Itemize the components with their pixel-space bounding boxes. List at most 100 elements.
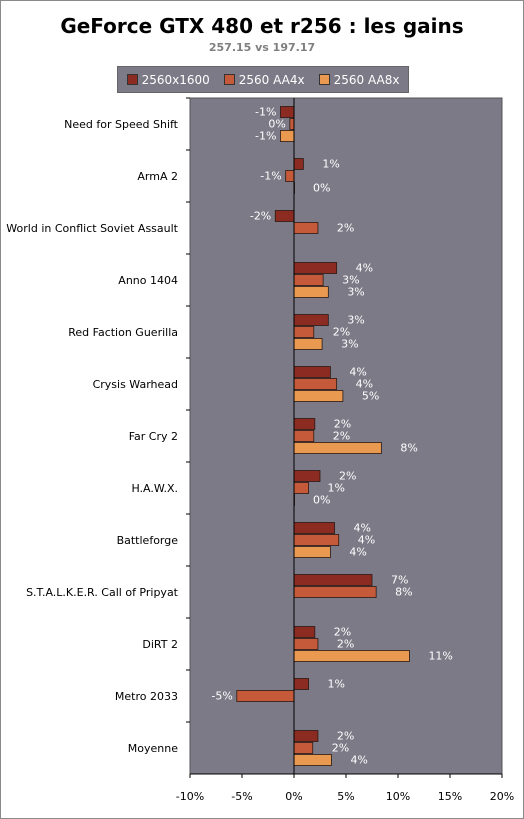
data-label: 0%	[313, 182, 330, 195]
data-label: 4%	[349, 546, 366, 559]
bar-2560-aa8x	[293, 286, 329, 298]
data-label: 3%	[342, 274, 359, 287]
data-label: 3%	[341, 338, 358, 351]
bar-2560-aa8x	[293, 390, 344, 402]
data-label: 2%	[337, 730, 354, 743]
legend-swatch	[223, 74, 235, 85]
category-label: Need for Speed Shift	[64, 118, 179, 131]
legend-item-2560-aa4x: 2560 AA4x	[223, 72, 305, 87]
data-label: 2%	[334, 418, 351, 431]
x-tick-label: 0%	[285, 790, 302, 803]
data-label: 11%	[428, 650, 452, 663]
data-label: 3%	[347, 286, 364, 299]
data-label: 3%	[347, 314, 364, 327]
data-label: 8%	[395, 586, 412, 599]
data-label: 2%	[333, 326, 350, 339]
legend-swatch	[126, 74, 138, 85]
legend-label: 2560 AA8x	[333, 72, 400, 87]
x-tick-label: -5%	[231, 790, 252, 803]
bar-2560-aa8x	[293, 442, 382, 454]
x-tick-label: 15%	[438, 790, 462, 803]
bar-2560-aa4x	[293, 222, 319, 234]
bar-2560-aa4x	[285, 170, 295, 182]
category-label: DiRT 2	[142, 638, 178, 651]
data-label: -2%	[250, 210, 271, 223]
bar-2560x1600	[293, 262, 338, 274]
bar-2560-aa8x	[293, 650, 410, 662]
bar-2560-aa8x	[280, 130, 295, 142]
bar-2560-aa4x	[293, 274, 324, 286]
bar-2560-aa4x	[293, 430, 315, 442]
bar-2560-aa4x	[236, 690, 295, 702]
category-label: S.T.A.L.K.E.R. Call of Pripyat	[26, 586, 179, 599]
x-tick-label: 5%	[337, 790, 354, 803]
bar-2560x1600	[293, 574, 373, 586]
data-label: 1%	[328, 678, 345, 691]
category-label: Anno 1404	[118, 274, 178, 287]
data-label: 0%	[313, 494, 330, 507]
category-label: Crysis Warhead	[93, 378, 178, 391]
bar-2560x1600	[293, 678, 309, 690]
legend-label: 2560x1600	[141, 72, 210, 87]
x-tick-label: 10%	[386, 790, 410, 803]
data-label: -1%	[260, 170, 281, 183]
data-label: 4%	[354, 522, 371, 535]
bar-2560-aa8x	[293, 546, 331, 558]
bar-2560x1600	[280, 106, 295, 118]
data-label: -5%	[211, 690, 232, 703]
bar-2560x1600	[293, 470, 321, 482]
data-label: 4%	[349, 366, 366, 379]
bar-2560x1600	[293, 522, 335, 534]
bar-2560x1600	[293, 158, 304, 170]
data-label: 2%	[337, 222, 354, 235]
category-label: World in Conflict Soviet Assault	[6, 222, 178, 235]
bar-2560x1600	[293, 418, 316, 430]
data-label: 2%	[337, 638, 354, 651]
bar-2560-aa8x	[293, 338, 323, 350]
data-label: 0%	[268, 118, 285, 131]
chart-title: GeForce GTX 480 et r256 : les gains	[60, 14, 464, 38]
bar-2560x1600	[293, 314, 329, 326]
legend-item-2560x1600: 2560x1600	[126, 72, 210, 87]
data-label: 5%	[362, 390, 379, 403]
bar-2560-aa4x	[293, 638, 319, 650]
data-label: 4%	[350, 754, 367, 767]
data-label: 4%	[358, 534, 375, 547]
category-label: Moyenne	[128, 742, 178, 755]
legend-label: 2560 AA4x	[238, 72, 305, 87]
data-label: 2%	[333, 430, 350, 443]
data-label: -1%	[255, 106, 276, 119]
bar-2560x1600	[274, 210, 295, 222]
bar-2560-aa4x	[293, 482, 309, 494]
bar-2560-aa4x	[289, 118, 295, 130]
legend-item-2560-aa8x: 2560 AA8x	[318, 72, 400, 87]
bar-2560-aa4x	[293, 534, 340, 546]
data-label: 2%	[332, 742, 349, 755]
category-label: Far Cry 2	[129, 430, 178, 443]
data-label: 2%	[334, 626, 351, 639]
x-tick-label: 20%	[490, 790, 514, 803]
legend-swatch	[318, 74, 330, 85]
chart-subtitle: 257.15 vs 197.17	[208, 41, 316, 54]
data-label: 4%	[356, 262, 373, 275]
data-label: -1%	[255, 130, 276, 143]
bar-2560x1600	[293, 730, 319, 742]
bar-2560-aa4x	[293, 378, 338, 390]
data-label: 7%	[391, 574, 408, 587]
data-label: 1%	[328, 482, 345, 495]
data-label: 4%	[356, 378, 373, 391]
bar-2560-aa4x	[293, 742, 314, 754]
data-label: 2%	[339, 470, 356, 483]
category-label: H.A.W.X.	[131, 482, 178, 495]
legend: 2560x1600 2560 AA4x 2560 AA8x	[117, 66, 409, 93]
category-label: Battleforge	[117, 534, 179, 547]
category-label: Metro 2033	[115, 690, 178, 703]
data-label: 8%	[400, 442, 417, 455]
bar-2560-aa4x	[293, 586, 377, 598]
x-tick-label: -10%	[176, 790, 204, 803]
bar-2560-aa4x	[293, 326, 315, 338]
bar-2560-aa8x	[293, 754, 332, 766]
data-label: 1%	[322, 158, 339, 171]
category-label: Red Faction Guerilla	[68, 326, 178, 339]
